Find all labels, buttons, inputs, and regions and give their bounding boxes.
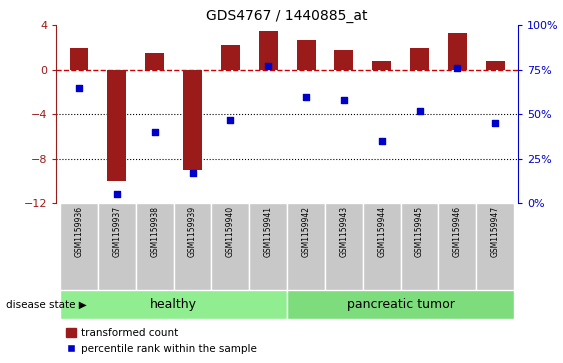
- Point: [415, 108, 424, 114]
- Bar: [486, 61, 504, 70]
- Bar: [439, 203, 476, 290]
- Bar: [98, 203, 136, 290]
- Bar: [108, 70, 126, 181]
- Bar: [173, 203, 212, 290]
- Text: GSM1159943: GSM1159943: [339, 206, 348, 257]
- Point: [377, 138, 386, 144]
- Bar: [448, 33, 467, 70]
- Text: GSM1159944: GSM1159944: [377, 206, 386, 257]
- Text: GSM1159937: GSM1159937: [113, 206, 122, 257]
- Bar: [287, 203, 325, 290]
- Text: GSM1159947: GSM1159947: [491, 206, 500, 257]
- Text: GSM1159938: GSM1159938: [150, 206, 159, 257]
- Text: GSM1159936: GSM1159936: [74, 206, 83, 257]
- Bar: [60, 203, 98, 290]
- Bar: [136, 203, 173, 290]
- Bar: [363, 203, 401, 290]
- Legend: transformed count, percentile rank within the sample: transformed count, percentile rank withi…: [61, 324, 261, 358]
- Bar: [259, 31, 278, 70]
- Point: [491, 120, 500, 126]
- Bar: [297, 40, 315, 70]
- Bar: [401, 203, 439, 290]
- Text: healthy: healthy: [150, 298, 197, 311]
- Point: [339, 97, 348, 103]
- Point: [453, 65, 462, 71]
- Bar: [249, 203, 287, 290]
- Text: pancreatic tumor: pancreatic tumor: [347, 298, 454, 311]
- Point: [302, 94, 311, 99]
- Point: [113, 192, 122, 197]
- Bar: [287, 290, 514, 319]
- Text: GSM1159945: GSM1159945: [415, 206, 424, 257]
- Point: [188, 170, 197, 176]
- Bar: [334, 50, 354, 70]
- Point: [263, 64, 272, 69]
- Text: GSM1159939: GSM1159939: [188, 206, 197, 257]
- Bar: [325, 203, 363, 290]
- Point: [150, 129, 159, 135]
- Point: [226, 117, 235, 123]
- Title: GDS4767 / 1440885_at: GDS4767 / 1440885_at: [207, 9, 368, 23]
- Text: GSM1159942: GSM1159942: [302, 206, 311, 257]
- Bar: [70, 48, 88, 70]
- Text: GSM1159946: GSM1159946: [453, 206, 462, 257]
- Bar: [410, 48, 429, 70]
- Bar: [145, 53, 164, 70]
- Bar: [221, 45, 240, 70]
- Text: GSM1159940: GSM1159940: [226, 206, 235, 257]
- Bar: [60, 290, 287, 319]
- Text: GSM1159941: GSM1159941: [263, 206, 272, 257]
- Point: [74, 85, 83, 90]
- Bar: [212, 203, 249, 290]
- Bar: [372, 61, 391, 70]
- Bar: [183, 70, 202, 170]
- Text: disease state ▶: disease state ▶: [6, 300, 86, 310]
- Bar: [476, 203, 514, 290]
